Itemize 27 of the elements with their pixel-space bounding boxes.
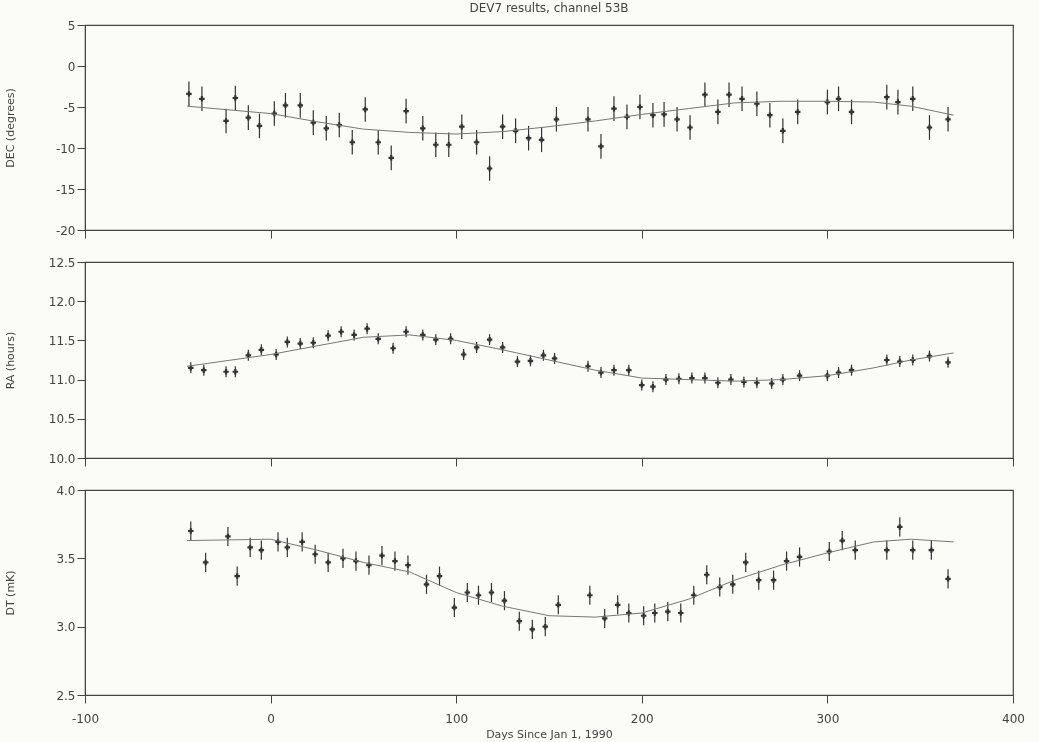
- y-tick-label: -10: [55, 141, 76, 156]
- x-tick-label: 400: [1002, 711, 1025, 726]
- y-tick-label: 10.5: [48, 412, 76, 427]
- x-tick-label: 0: [267, 711, 275, 726]
- y-axis-title: RA (hours): [3, 331, 17, 390]
- x-tick-label: 100: [445, 711, 469, 726]
- y-tick-label: -20: [55, 223, 76, 238]
- y-tick-label: -15: [55, 182, 76, 197]
- y-axis-title: DEC (degrees): [3, 88, 17, 168]
- y-tick-label: 4.0: [56, 483, 76, 498]
- x-tick-label: 200: [630, 711, 654, 726]
- y-tick-label: -5: [63, 100, 76, 115]
- y-tick-label: 2.5: [56, 688, 76, 703]
- x-tick-label: -100: [71, 711, 100, 726]
- y-tick-label: 0: [67, 59, 76, 74]
- y-tick-label: 11.0: [48, 373, 76, 388]
- y-axis-title: DT (mK): [3, 570, 17, 616]
- y-tick-label: 3.5: [56, 551, 76, 566]
- y-tick-label: 12.5: [48, 255, 76, 270]
- y-tick-label: 3.0: [56, 620, 76, 635]
- y-tick-label: 11.5: [48, 333, 76, 348]
- chart-title: DEV7 results, channel 53B: [469, 1, 629, 15]
- x-axis-title: Days Since Jan 1, 1990: [486, 727, 613, 741]
- y-tick-label: 5: [67, 18, 76, 33]
- x-tick-label: 300: [816, 711, 840, 726]
- y-tick-label: 12.0: [48, 294, 76, 309]
- y-tick-label: 10.0: [48, 451, 76, 466]
